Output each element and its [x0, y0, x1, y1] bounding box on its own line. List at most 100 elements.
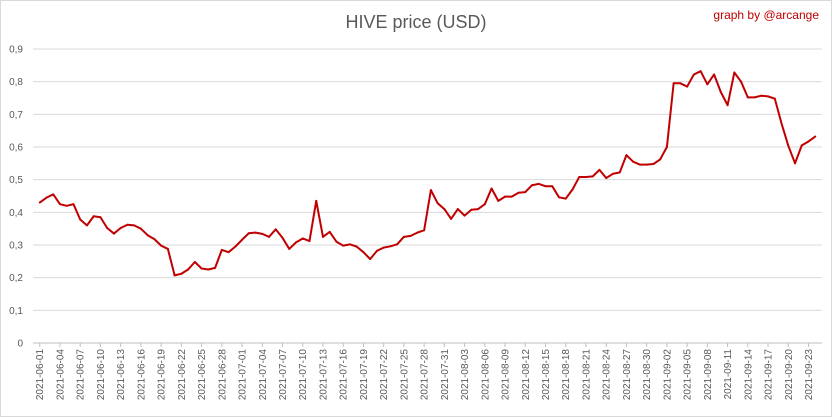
- data-point: [234, 245, 237, 248]
- data-point: [119, 227, 122, 230]
- y-tick-label: 0,9: [9, 45, 23, 56]
- data-point: [146, 234, 149, 237]
- data-point: [308, 240, 311, 243]
- data-point: [537, 182, 540, 185]
- data-point: [638, 163, 641, 166]
- data-point: [328, 230, 331, 233]
- data-point: [531, 184, 534, 187]
- x-tick-label: 2021-07-31: [440, 349, 451, 401]
- data-point: [402, 235, 405, 238]
- data-point: [342, 244, 345, 247]
- x-tick-label: 2021-06-13: [116, 349, 127, 401]
- x-tick-label: 2021-08-03: [460, 349, 471, 401]
- x-tick-label: 2021-07-13: [318, 349, 329, 401]
- data-point: [672, 82, 675, 85]
- y-tick-label: 0,7: [9, 110, 23, 121]
- x-tick-label: 2021-08-06: [480, 349, 491, 401]
- data-point: [180, 272, 183, 275]
- data-point: [92, 215, 95, 218]
- y-tick-label: 0,5: [9, 175, 23, 186]
- data-point: [72, 203, 75, 206]
- x-tick-label: 2021-09-08: [703, 349, 714, 401]
- data-point: [665, 146, 668, 148]
- data-point: [261, 232, 264, 235]
- data-point: [220, 248, 223, 251]
- data-point: [746, 96, 749, 99]
- y-tick-label: 0: [17, 339, 23, 350]
- x-tick-label: 2021-07-22: [379, 349, 390, 401]
- x-tick-label: 2021-08-18: [561, 349, 572, 401]
- x-tick-label: 2021-09-05: [683, 349, 694, 401]
- data-point: [800, 144, 803, 147]
- data-point: [591, 175, 594, 178]
- data-point: [544, 185, 547, 188]
- data-point: [726, 104, 729, 107]
- data-point: [814, 135, 817, 138]
- data-point: [139, 227, 142, 230]
- data-point: [679, 82, 682, 85]
- data-point: [625, 154, 628, 157]
- data-point: [58, 203, 61, 206]
- data-point: [423, 229, 426, 232]
- data-point: [173, 274, 176, 277]
- data-point: [483, 203, 486, 206]
- data-point: [780, 122, 783, 125]
- data-point: [767, 95, 770, 98]
- data-point: [409, 234, 412, 237]
- data-point: [79, 218, 82, 221]
- data-point: [733, 71, 736, 74]
- data-point: [355, 245, 358, 248]
- data-point: [416, 231, 419, 234]
- data-point: [740, 80, 743, 83]
- x-tick-label: 2021-08-30: [642, 349, 653, 401]
- data-point: [787, 144, 790, 147]
- data-point: [85, 224, 88, 227]
- data-point: [348, 243, 351, 246]
- data-point: [692, 73, 695, 76]
- x-tick-label: 2021-08-27: [622, 349, 633, 401]
- data-point: [429, 189, 432, 192]
- x-tick-label: 2021-07-04: [258, 349, 269, 401]
- data-point: [477, 208, 480, 211]
- data-point: [497, 199, 500, 202]
- data-point: [38, 201, 41, 204]
- x-tick-label: 2021-08-21: [581, 349, 592, 401]
- x-tick-label: 2021-06-22: [177, 349, 188, 401]
- data-point: [659, 158, 662, 161]
- data-point: [652, 162, 655, 165]
- data-point: [396, 243, 399, 246]
- x-tick-label: 2021-08-12: [521, 349, 532, 401]
- data-point: [578, 176, 581, 179]
- x-tick-label: 2021-08-24: [602, 349, 613, 401]
- x-tick-label: 2021-06-25: [197, 349, 208, 401]
- price-line: [39, 70, 816, 277]
- data-point: [719, 91, 722, 94]
- data-point: [517, 191, 520, 194]
- x-tick-label: 2021-07-25: [399, 349, 410, 401]
- data-point: [510, 195, 513, 198]
- data-point: [389, 245, 392, 248]
- x-tick-label: 2021-06-10: [96, 349, 107, 401]
- data-point: [463, 214, 466, 217]
- data-point: [436, 202, 439, 205]
- data-point: [713, 73, 716, 76]
- data-point: [200, 267, 203, 270]
- data-point: [382, 246, 385, 249]
- x-tick-label: 2021-06-04: [55, 349, 66, 401]
- data-point: [281, 236, 284, 239]
- chart-credit: graph by @arcange: [713, 8, 819, 22]
- data-point: [254, 231, 257, 234]
- y-tick-label: 0,3: [9, 241, 23, 252]
- data-point: [315, 199, 318, 202]
- data-point: [686, 85, 689, 88]
- data-point: [112, 232, 115, 235]
- data-point: [268, 235, 271, 238]
- x-tick-label: 2021-09-14: [743, 349, 754, 401]
- data-point: [166, 247, 169, 250]
- data-point: [274, 228, 277, 231]
- data-point: [187, 268, 190, 271]
- x-tick-label: 2021-08-15: [541, 349, 552, 401]
- y-tick-label: 0,6: [9, 143, 23, 154]
